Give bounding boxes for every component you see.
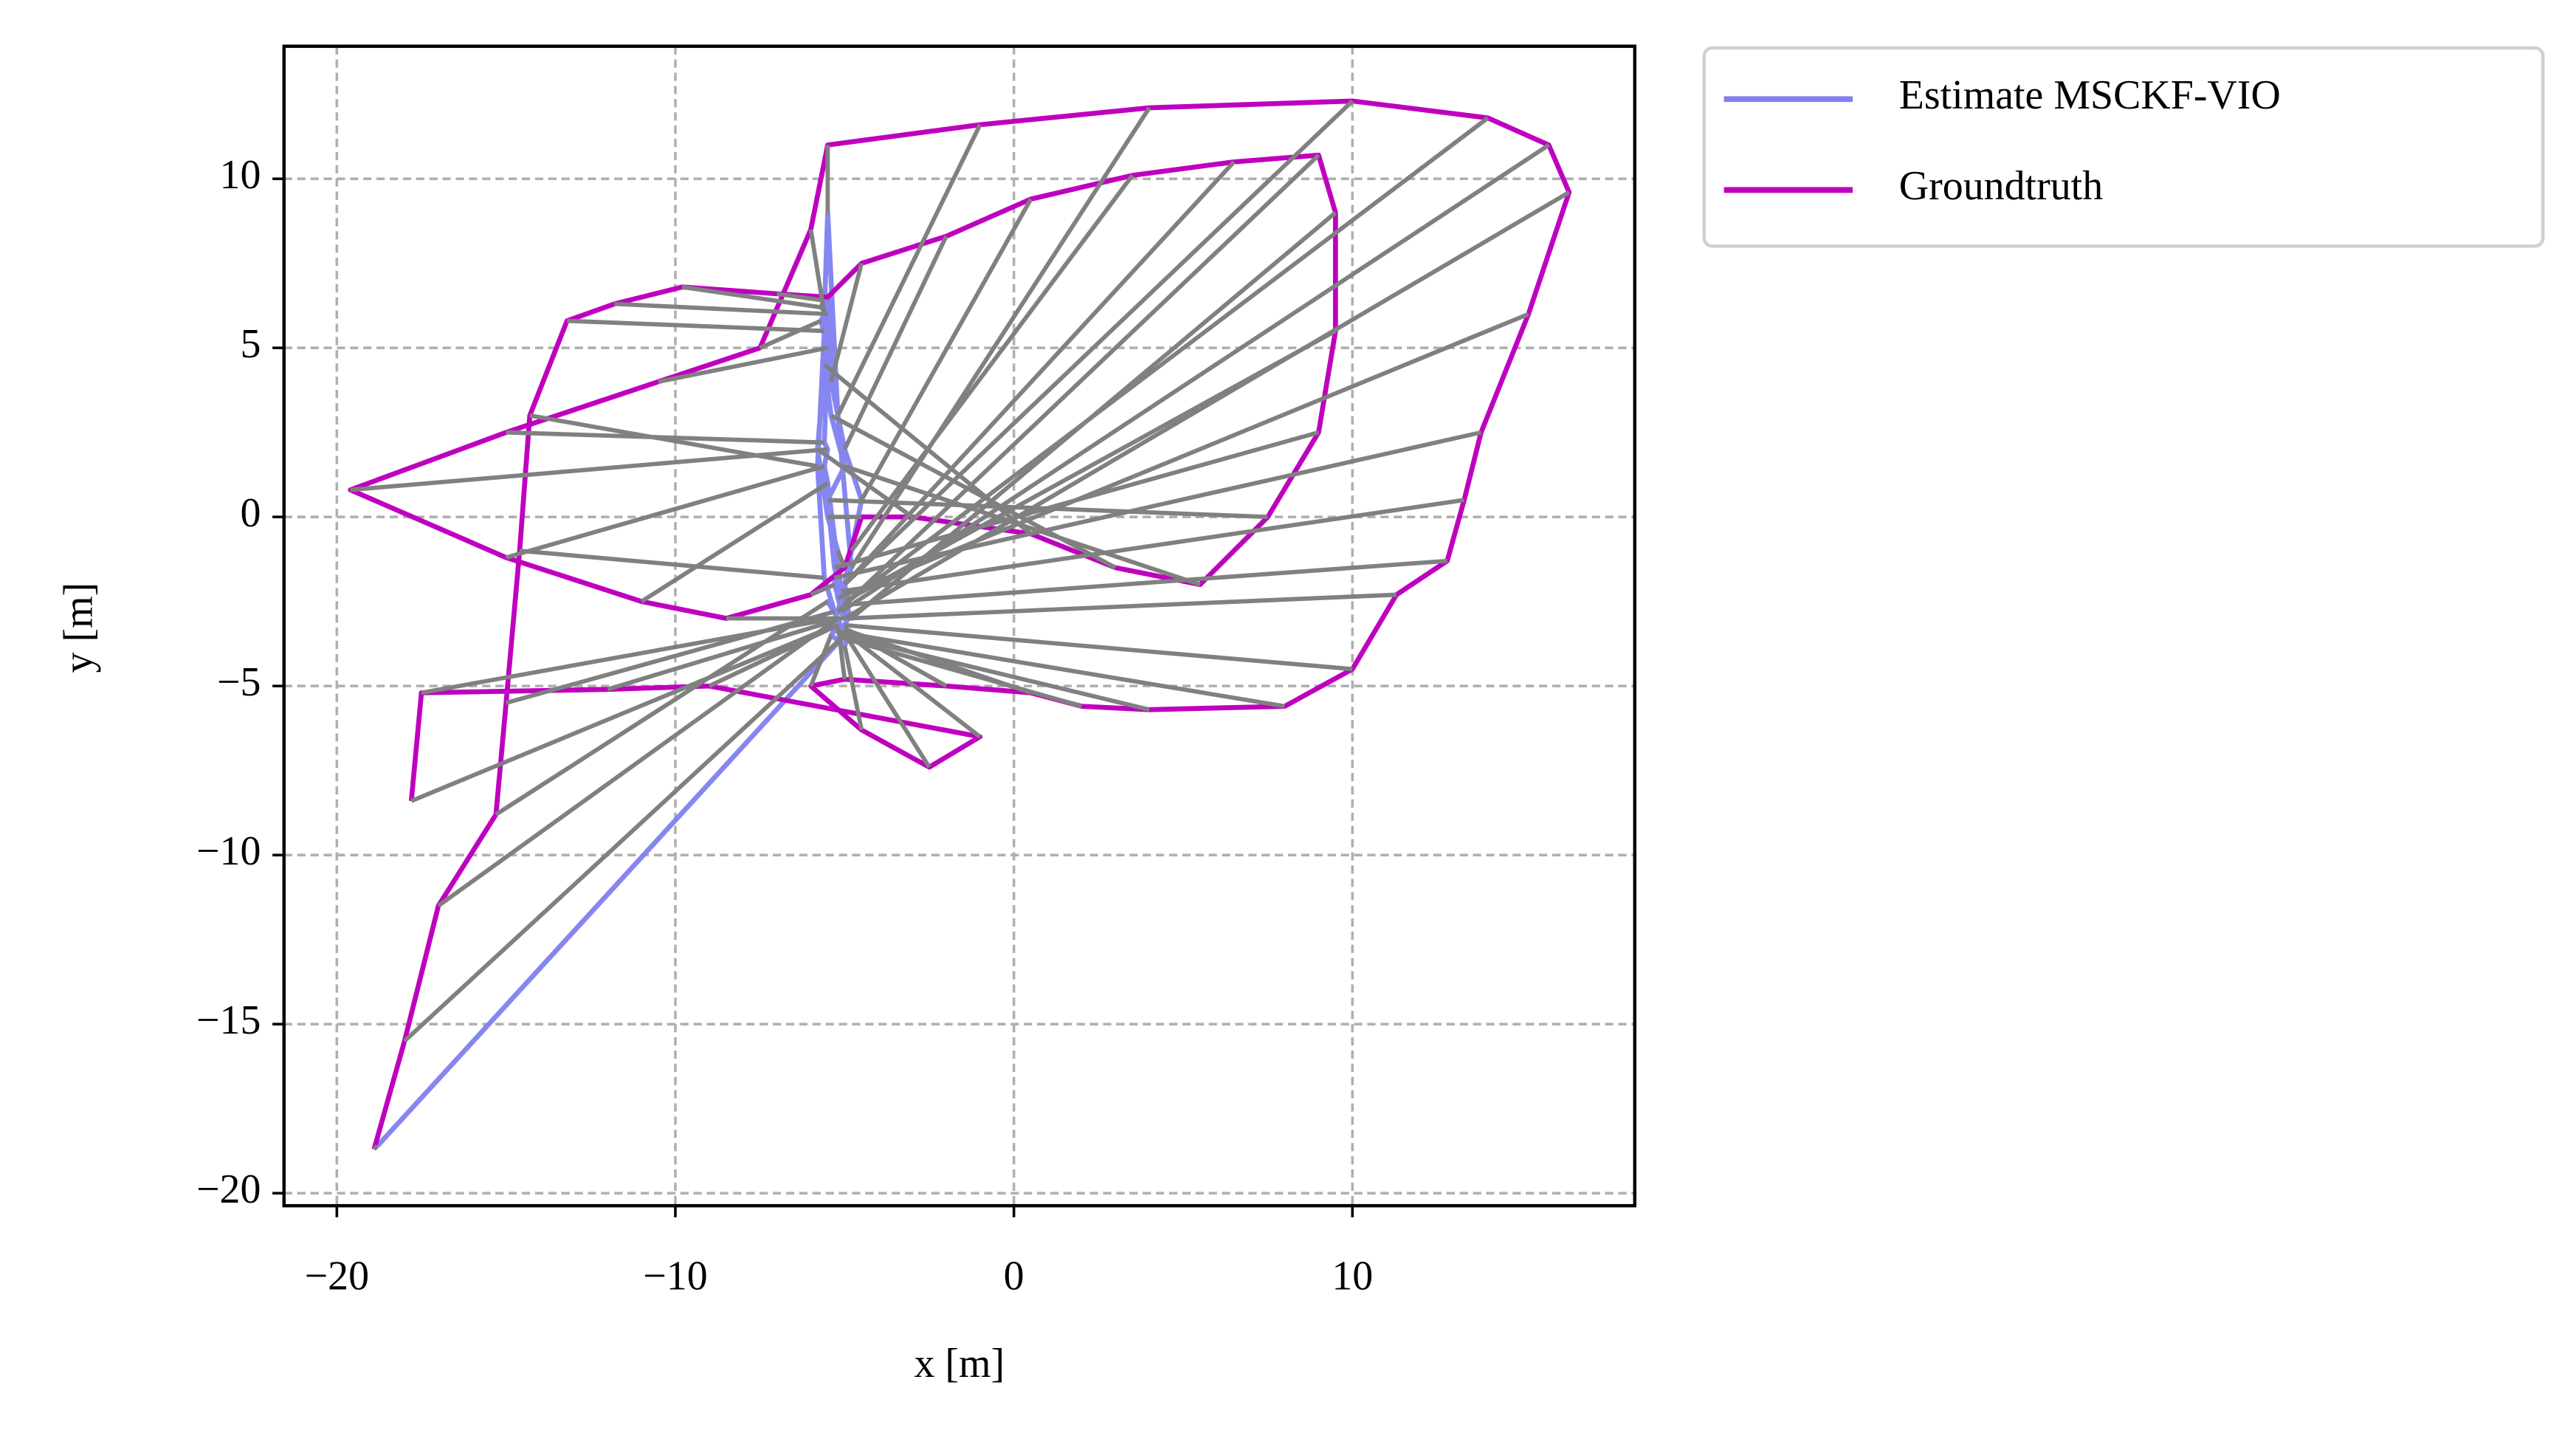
error-connector bbox=[614, 301, 828, 317]
y-axis-label: y [m] bbox=[56, 583, 102, 673]
error-connector bbox=[829, 262, 864, 382]
x-axis-label: x [m] bbox=[914, 1341, 1005, 1386]
error-connector bbox=[844, 558, 1447, 608]
error-connector bbox=[567, 318, 824, 334]
error-connector bbox=[840, 142, 1550, 614]
error-connector bbox=[847, 116, 1490, 604]
error-connector bbox=[808, 229, 827, 315]
error-connector bbox=[810, 583, 836, 597]
error-connector bbox=[808, 634, 833, 687]
error-connector bbox=[836, 549, 847, 568]
plot-area bbox=[348, 98, 1572, 1151]
y-tick-label: −15 bbox=[196, 997, 261, 1043]
error-connector bbox=[421, 616, 836, 695]
error-connector bbox=[836, 154, 1320, 614]
error-connector bbox=[841, 498, 1465, 594]
error-connector bbox=[843, 626, 948, 688]
error-connector bbox=[640, 481, 829, 604]
y-tick-label: 5 bbox=[241, 321, 261, 367]
error-connector bbox=[847, 592, 1397, 621]
error-connector bbox=[759, 318, 822, 350]
legend-box bbox=[1702, 46, 2545, 248]
error-connector bbox=[843, 99, 1354, 586]
error-connector bbox=[519, 549, 825, 580]
error-connector bbox=[403, 633, 847, 1043]
y-tick-label: −10 bbox=[196, 828, 261, 874]
error-connector bbox=[495, 599, 829, 817]
error-connector bbox=[843, 630, 982, 739]
x-tick-label: −20 bbox=[305, 1254, 369, 1299]
error-connector bbox=[833, 430, 1482, 580]
x-tick-label: 0 bbox=[1004, 1254, 1024, 1299]
error-connector bbox=[850, 106, 1151, 569]
legend-label: Groundtruth bbox=[1899, 163, 2103, 209]
error-connector bbox=[505, 464, 825, 560]
error-connector bbox=[850, 173, 1134, 552]
error-connector bbox=[837, 630, 1286, 709]
error-connector bbox=[658, 346, 828, 384]
error-connector bbox=[827, 498, 1268, 520]
error-connector bbox=[842, 645, 864, 731]
error-connector bbox=[842, 235, 948, 450]
legend-label: Estimate MSCKF-VIO bbox=[1899, 72, 2281, 118]
error-connector bbox=[681, 284, 822, 310]
error-connector bbox=[372, 1144, 379, 1151]
y-tick-label: 10 bbox=[220, 152, 261, 198]
error-connector bbox=[844, 622, 1353, 672]
error-connector bbox=[410, 626, 829, 803]
error-connector bbox=[529, 413, 819, 469]
error-connector bbox=[850, 630, 1032, 695]
plot-frame bbox=[282, 44, 1637, 1208]
error-connector bbox=[350, 447, 828, 492]
x-tick-label: 10 bbox=[1332, 1254, 1373, 1299]
error-connector bbox=[776, 292, 825, 303]
y-tick-label: −20 bbox=[196, 1166, 261, 1212]
error-connector bbox=[859, 198, 1033, 501]
error-connector bbox=[846, 637, 931, 769]
error-connector bbox=[437, 616, 839, 908]
error-connector bbox=[607, 619, 832, 692]
y-tick-label: −5 bbox=[217, 659, 261, 705]
y-tick-label: 0 bbox=[241, 490, 261, 536]
error-connector bbox=[836, 625, 847, 680]
error-connector bbox=[836, 123, 982, 417]
error-connector bbox=[506, 430, 824, 445]
error-connector bbox=[816, 447, 914, 519]
x-tick-label: −10 bbox=[643, 1254, 707, 1299]
error-connector bbox=[830, 413, 1117, 570]
